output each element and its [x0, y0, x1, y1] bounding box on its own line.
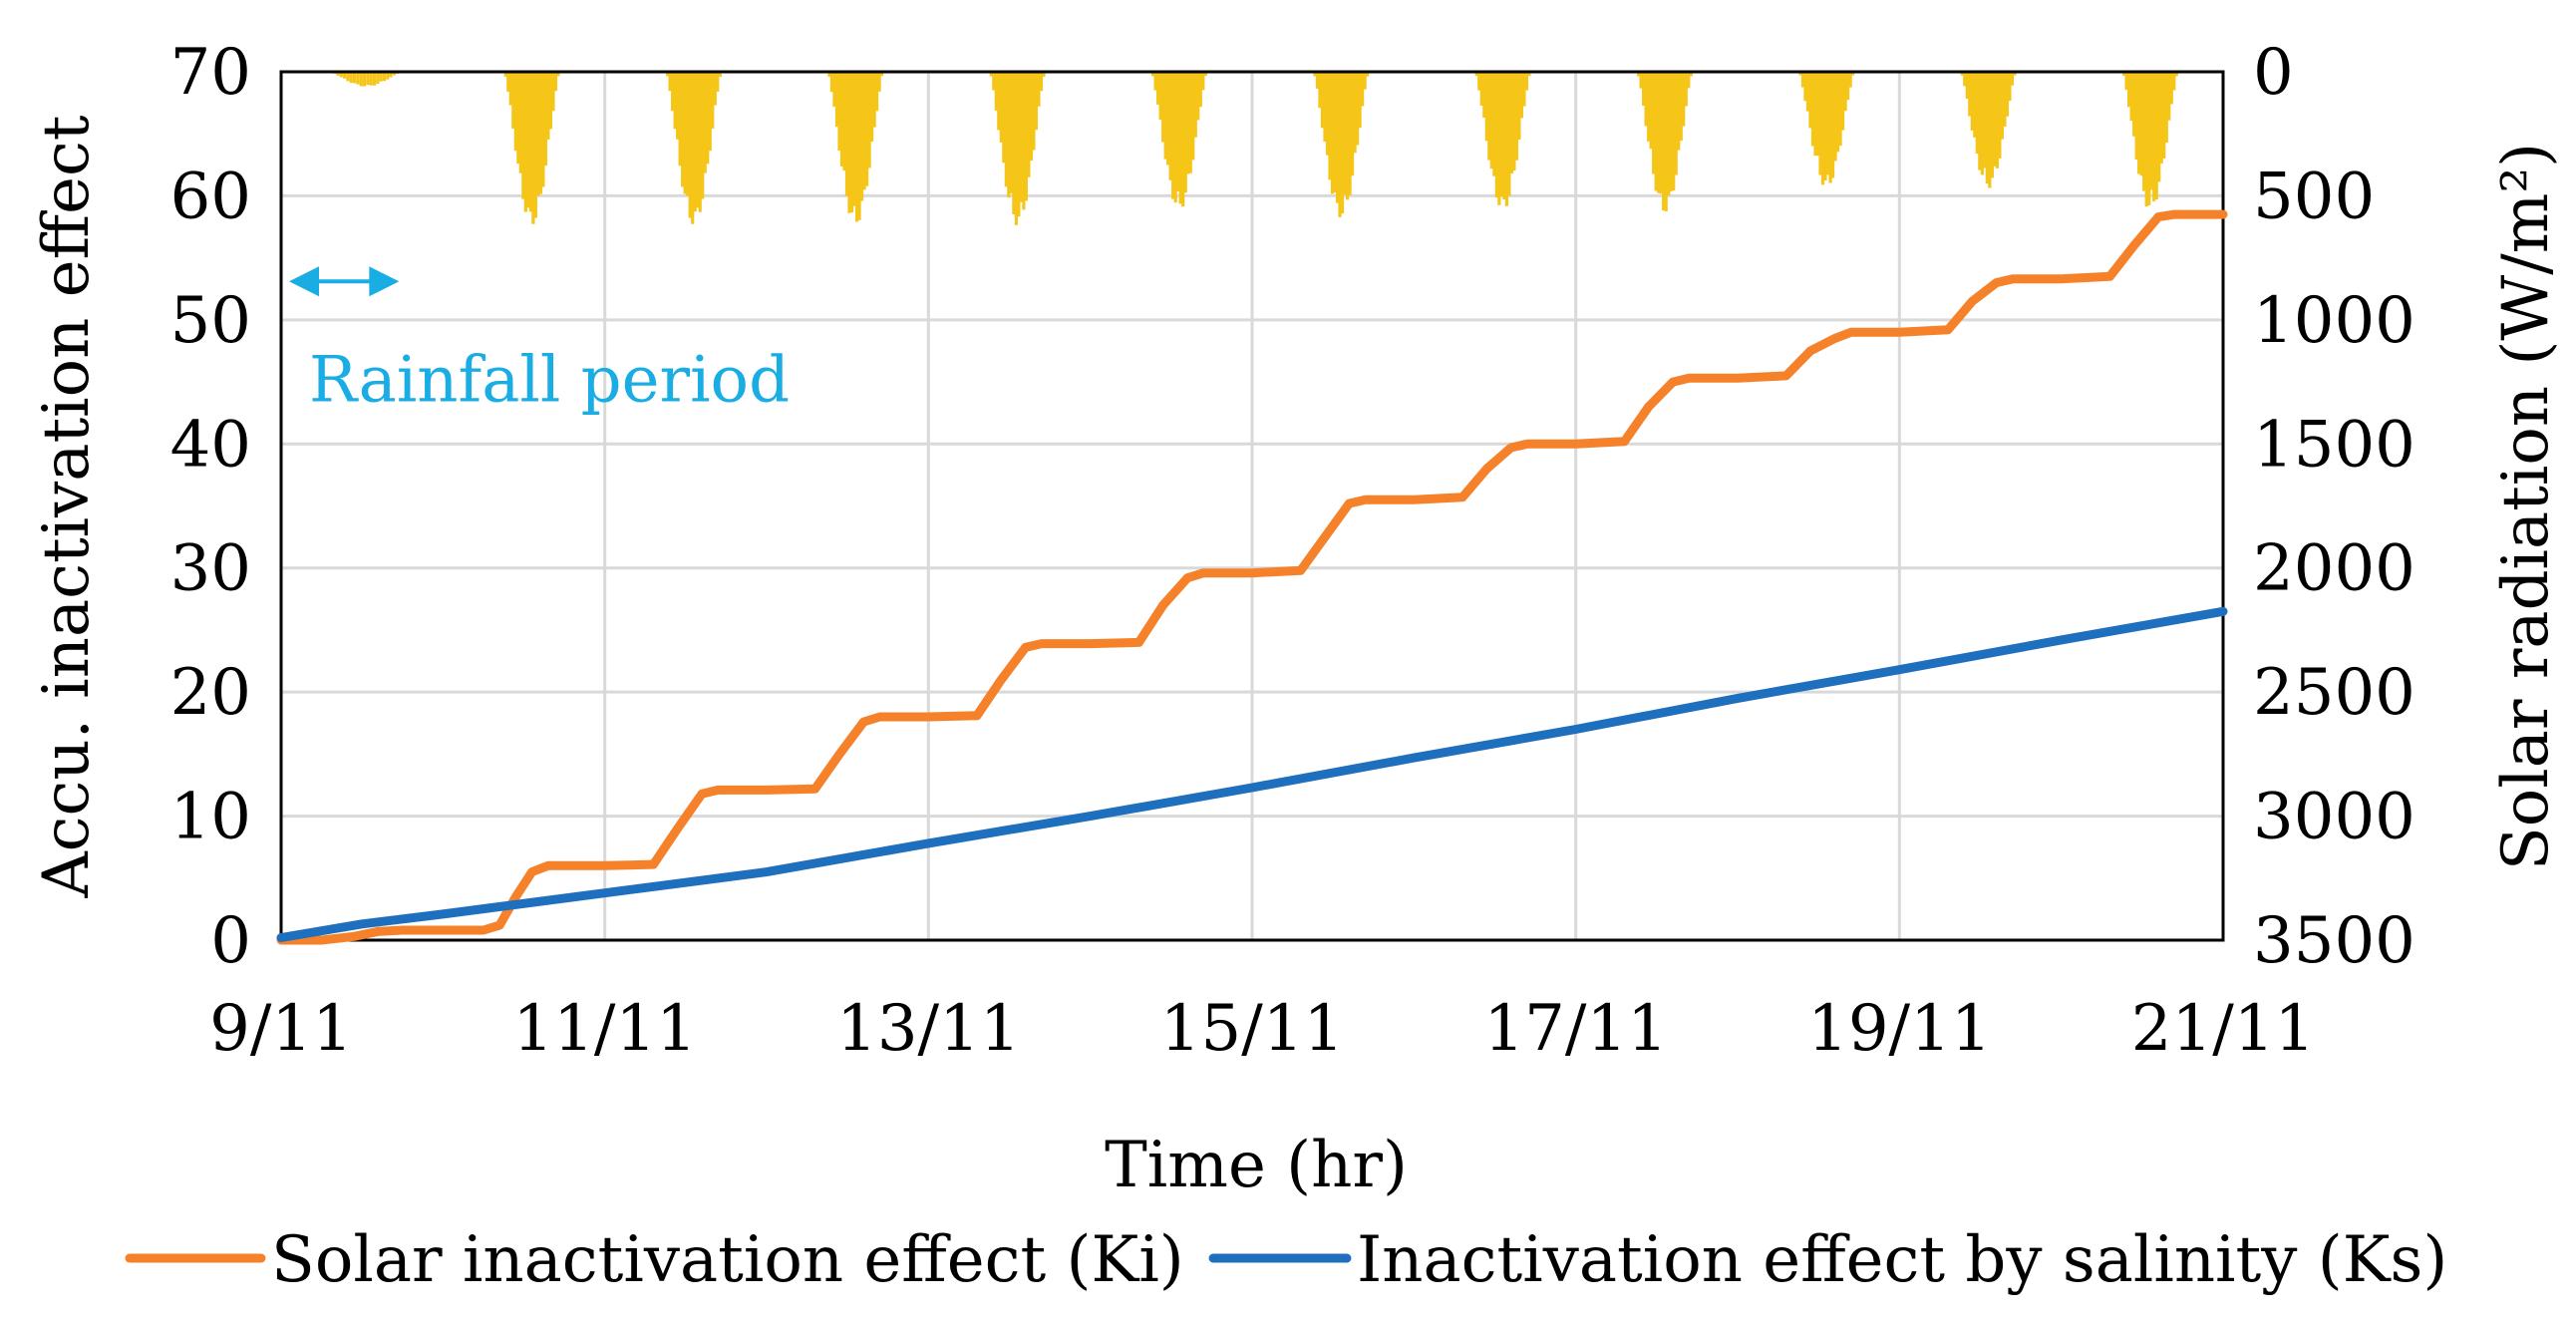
y-left-tick-label-5: 50 — [170, 284, 251, 358]
series-line-0 — [276, 209, 2228, 945]
x-tick-label-6: 21/11 — [2131, 992, 2315, 1066]
y-right-tick-label-2: 1000 — [2253, 284, 2415, 358]
x-tick-label-0: 9/11 — [209, 992, 353, 1066]
x-tick-label-5: 19/11 — [1807, 992, 1991, 1066]
series-line-1 — [276, 606, 2228, 942]
y-left-tick-label-3: 30 — [170, 532, 251, 606]
rainfall-arrow-left-head — [289, 266, 319, 297]
plot-border — [279, 70, 2225, 942]
y-left-tick-label-4: 40 — [170, 408, 251, 482]
radiation-bars — [329, 72, 2178, 225]
y-right-tick-label-4: 2000 — [2253, 532, 2415, 606]
y-right-tick-label-7: 3500 — [2253, 904, 2415, 978]
x-tick-label-1: 11/11 — [512, 992, 696, 1066]
y-right-tick-label-3: 1500 — [2253, 408, 2415, 482]
x-tick-label-2: 13/11 — [836, 992, 1020, 1066]
grid — [279, 70, 2225, 942]
rainfall-period-label: Rainfall period — [309, 343, 790, 417]
legend: Solar inactivation effect (Ki) Inactivat… — [125, 1223, 2447, 1297]
tick-labels: 0 10 20 30 40 50 60 70 0 500 1000 1500 2000 2500 3000 3… — [170, 36, 2415, 1066]
y-right-tick-label-1: 500 — [2253, 160, 2375, 233]
legend-label-ki: Solar inactivation effect (Ki) — [271, 1223, 1184, 1297]
x-tick-label-4: 17/11 — [1483, 992, 1667, 1066]
x-axis-title: Time (hr) — [1105, 1129, 1408, 1202]
y-left-tick-label-2: 20 — [170, 656, 251, 730]
y-right-tick-label-6: 3000 — [2253, 781, 2415, 854]
plot-frame — [279, 70, 2225, 942]
y-left-tick-label-6: 60 — [170, 160, 251, 233]
y-left-tick-label-1: 10 — [170, 781, 251, 854]
y-left-tick-label-0: 0 — [210, 904, 251, 978]
y-right-tick-label-0: 0 — [2253, 36, 2294, 110]
rainfall-annotation: Rainfall period — [289, 266, 790, 417]
y-left-tick-label-7: 70 — [170, 36, 251, 110]
legend-label-ks: Inactivation effect by salinity (Ks) — [1357, 1223, 2447, 1297]
y-axis-left-title: Accu. inactivation effect — [30, 115, 104, 898]
rainfall-arrow-right-head — [369, 266, 400, 297]
y-axis-right-title: Solar radiation (W/m²) — [2489, 143, 2563, 870]
x-tick-label-3: 15/11 — [1160, 992, 1344, 1066]
y-right-tick-label-5: 2500 — [2253, 656, 2415, 730]
series-lines — [276, 209, 2228, 945]
